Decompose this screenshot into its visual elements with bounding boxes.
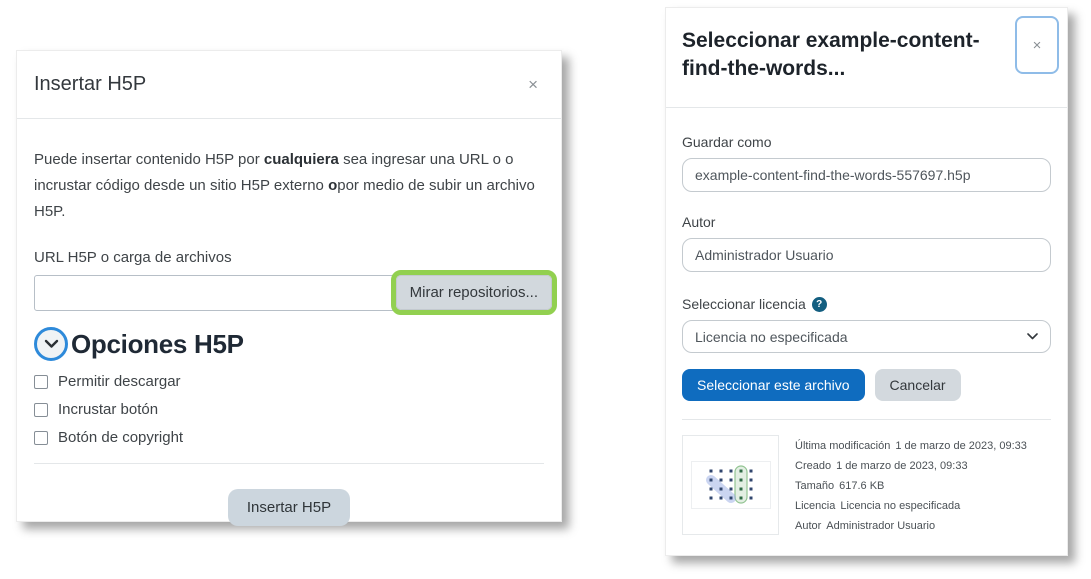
checkbox[interactable] — [34, 430, 48, 445]
license-select[interactable]: Licencia no especificada — [682, 320, 1051, 353]
author-label: Autor — [682, 214, 716, 230]
select-this-file-button[interactable]: Seleccionar este archivo — [682, 369, 865, 401]
close-icon[interactable]: × — [528, 75, 538, 94]
action-buttons: Seleccionar este archivo Cancelar — [682, 369, 1051, 401]
h5p-options-header: Opciones H5P — [34, 327, 544, 361]
dialog-footer: Insertar H5P — [34, 464, 544, 526]
file-info-section: Última modificación 1 de marzo de 2023, 0… — [682, 435, 1051, 536]
meta-created: Creado 1 de marzo de 2023, 09:33 — [795, 460, 968, 472]
collapse-toggle[interactable] — [34, 327, 68, 361]
footer-divider — [34, 463, 544, 464]
close-icon: × — [1032, 36, 1042, 54]
dialog-header: Insertar H5P × — [17, 51, 561, 119]
options-heading: Opciones H5P — [71, 328, 244, 359]
chevron-down-icon — [1027, 333, 1038, 340]
author-input[interactable] — [682, 238, 1051, 272]
options-list: Permitir descargar Incrustar botón Botón… — [34, 371, 544, 448]
checkbox-label: Botón de copyright — [58, 429, 184, 446]
intro-part: Puede insertar contenido H5P por — [34, 151, 264, 168]
cancel-button[interactable]: Cancelar — [874, 369, 961, 401]
license-label: Seleccionar licencia — [682, 296, 806, 312]
dialog-body: Guardar como Autor Seleccionar licencia … — [666, 108, 1067, 536]
intro-part: por medio de subir un archivo H5P. — [34, 177, 535, 220]
save-as-label: Guardar como — [682, 134, 772, 150]
browse-repositories-button[interactable]: Mirar repositorios... — [395, 275, 552, 310]
select-file-dialog: Seleccionar example-content-find-the-wor… — [665, 7, 1068, 556]
intro-part: sea ingresar una URL o o incrustar códig… — [34, 151, 514, 194]
option-embed-button[interactable]: Incrustar botón — [34, 399, 544, 420]
dialog-header: Seleccionar example-content-find-the-wor… — [666, 8, 1067, 108]
save-as-input[interactable] — [682, 158, 1051, 192]
license-label-row: Seleccionar licencia ? — [682, 296, 1051, 312]
checkbox[interactable] — [34, 374, 48, 389]
dialog-title: Insertar H5P — [34, 73, 147, 95]
insert-h5p-dialog: Insertar H5P × Puede insertar contenido … — [16, 50, 562, 526]
chevron-down-icon — [44, 339, 59, 349]
help-icon[interactable]: ? — [811, 296, 827, 312]
intro-bold: cualquiera — [263, 151, 339, 168]
option-allow-download[interactable]: Permitir descargar — [34, 371, 544, 392]
meta-license: Licencia Licencia no especificada — [795, 500, 961, 512]
file-info-divider — [682, 419, 1051, 420]
dialog-body: Puede insertar contenido H5P por cualqui… — [17, 119, 561, 526]
insert-h5p-button[interactable]: Insertar H5P — [227, 489, 351, 526]
file-thumbnail — [682, 435, 779, 535]
file-metadata: Última modificación 1 de marzo de 2023, 0… — [795, 435, 1027, 536]
option-copyright-button[interactable]: Botón de copyright — [34, 427, 544, 448]
license-selected-value: Licencia no especificada — [695, 328, 848, 345]
checkbox-label: Permitir descargar — [58, 373, 181, 390]
close-button-focused[interactable]: × — [1015, 16, 1059, 74]
url-input-row: Mirar repositorios... — [34, 270, 557, 315]
wordsearch-preview-image — [690, 461, 771, 509]
wordsearch-dots-graphic — [705, 465, 752, 504]
url-field-label: URL H5P o carga de archivos — [34, 249, 232, 266]
meta-author: Autor Administrador Usuario — [795, 520, 936, 532]
intro-text: Puede insertar contenido H5P por cualqui… — [34, 147, 544, 225]
meta-size: Tamaño 617.6 KB — [795, 480, 885, 492]
dialog-title: Seleccionar example-content-find-the-wor… — [682, 29, 980, 80]
annotation-highlight-green: Mirar repositorios... — [390, 270, 557, 315]
meta-last-modified: Última modificación 1 de marzo de 2023, 0… — [795, 440, 1027, 452]
checkbox[interactable] — [34, 402, 48, 417]
checkbox-label: Incrustar botón — [58, 401, 159, 418]
intro-bold: o — [328, 177, 338, 194]
